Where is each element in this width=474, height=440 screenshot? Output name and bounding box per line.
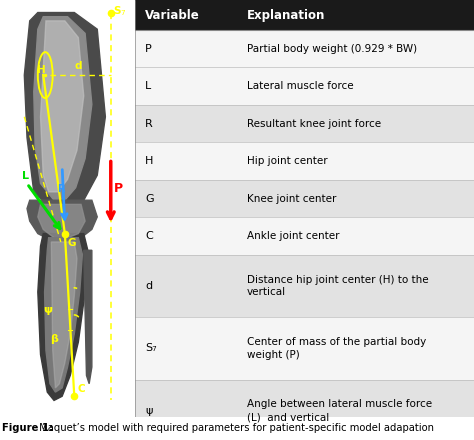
Text: ψ: ψ: [43, 305, 52, 315]
Polygon shape: [40, 21, 84, 192]
Text: G: G: [67, 238, 76, 248]
Text: Figure 1:: Figure 1:: [2, 423, 54, 433]
Text: d: d: [75, 61, 82, 71]
Text: Distance hip joint center (H) to the
vertical: Distance hip joint center (H) to the ver…: [247, 275, 428, 297]
Text: R: R: [145, 119, 153, 128]
Text: Lateral muscle force: Lateral muscle force: [247, 81, 354, 91]
Text: H: H: [37, 65, 46, 75]
FancyBboxPatch shape: [135, 30, 474, 67]
Text: Resultant knee joint force: Resultant knee joint force: [247, 119, 381, 128]
Text: Variable: Variable: [145, 8, 200, 22]
Polygon shape: [38, 205, 85, 238]
Text: Explanation: Explanation: [247, 8, 325, 22]
Text: P: P: [145, 44, 152, 54]
FancyBboxPatch shape: [135, 0, 474, 30]
Polygon shape: [45, 238, 82, 392]
Text: L: L: [22, 171, 28, 181]
Text: Maquet’s model with required parameters for patient-specific model adapation: Maquet’s model with required parameters …: [36, 423, 434, 433]
Text: P: P: [113, 182, 123, 195]
Text: L: L: [145, 81, 152, 91]
Polygon shape: [38, 234, 88, 400]
Text: β: β: [50, 334, 58, 344]
Polygon shape: [34, 17, 92, 200]
FancyBboxPatch shape: [135, 380, 474, 440]
Text: d: d: [145, 281, 152, 291]
FancyBboxPatch shape: [135, 255, 474, 317]
Text: R: R: [57, 184, 64, 194]
Polygon shape: [27, 200, 97, 242]
Text: Ankle joint center: Ankle joint center: [247, 231, 339, 241]
FancyBboxPatch shape: [135, 180, 474, 217]
Polygon shape: [84, 250, 92, 384]
Text: C: C: [145, 231, 153, 241]
Text: S₇: S₇: [145, 344, 157, 353]
Polygon shape: [51, 242, 77, 388]
Text: Partial body weight (0.929 * BW): Partial body weight (0.929 * BW): [247, 44, 417, 54]
Polygon shape: [24, 12, 105, 209]
FancyBboxPatch shape: [135, 143, 474, 180]
Text: Angle between lateral muscle force
(L)  and vertical: Angle between lateral muscle force (L) a…: [247, 400, 432, 422]
Text: S$_7$: S$_7$: [113, 4, 127, 18]
FancyBboxPatch shape: [135, 217, 474, 255]
Text: C: C: [77, 384, 85, 394]
Text: Knee joint center: Knee joint center: [247, 194, 337, 204]
Text: Center of mass of the partial body
weight (P): Center of mass of the partial body weigh…: [247, 337, 426, 360]
Text: G: G: [145, 194, 154, 204]
Text: Hip joint center: Hip joint center: [247, 156, 328, 166]
FancyBboxPatch shape: [135, 105, 474, 143]
Text: ψ: ψ: [145, 406, 153, 416]
FancyBboxPatch shape: [135, 317, 474, 380]
FancyBboxPatch shape: [135, 67, 474, 105]
Text: H: H: [145, 156, 154, 166]
